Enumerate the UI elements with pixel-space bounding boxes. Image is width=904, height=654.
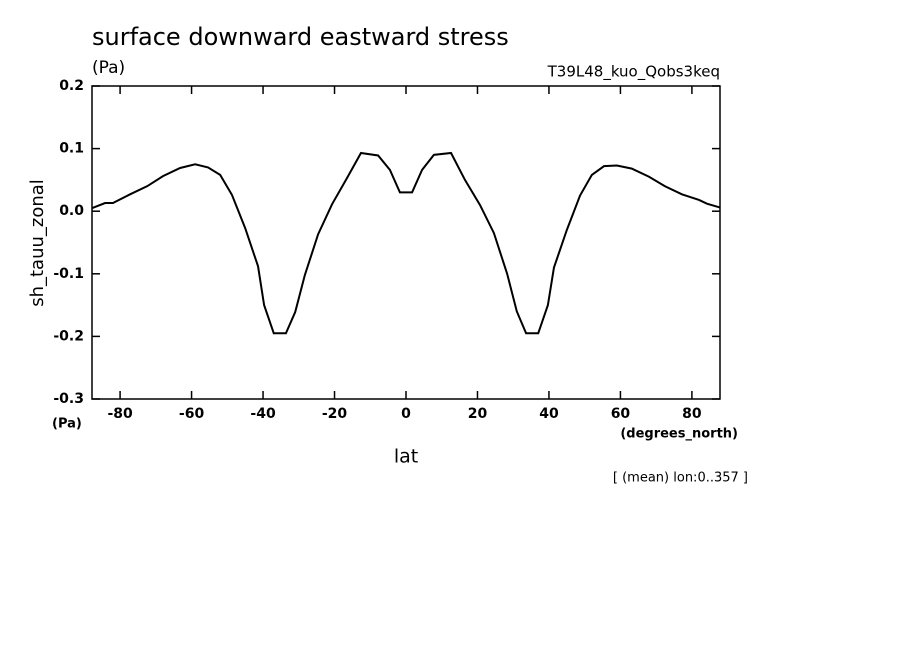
- y-tick-label: -0.2: [53, 328, 84, 344]
- x-tick-label: 20: [468, 406, 488, 422]
- x-tick-label: -60: [179, 406, 205, 422]
- data-line: [91, 151, 721, 335]
- x-tick-label: -40: [250, 406, 276, 422]
- x-axis-label: lat: [394, 446, 418, 468]
- x-tick-label: -80: [107, 406, 133, 422]
- x-tick-label: 60: [611, 406, 631, 422]
- y-axis-label: sh_tauu_zonal: [27, 179, 48, 307]
- units: (Pa): [92, 58, 125, 78]
- y-tick-label: 0.0: [59, 203, 84, 219]
- x-units: (degrees_north): [620, 427, 738, 442]
- experiment: T39L48_kuo_Qobs3keq: [547, 63, 720, 82]
- y-units: (Pa): [52, 417, 82, 432]
- y-tick-label: -0.3: [53, 391, 84, 407]
- chart-title: surface downward eastward stress: [92, 23, 509, 51]
- y-tick-label: 0.2: [59, 78, 84, 94]
- x-tick-label: 0: [401, 406, 411, 422]
- x-tick-label: 40: [539, 406, 559, 422]
- y-tick-label: 0.1: [59, 141, 84, 157]
- plot-frame: [91, 85, 721, 400]
- note: [ (mean) lon:0..357 ]: [613, 471, 748, 486]
- x-tick-label: 80: [682, 406, 702, 422]
- x-tick-label: -20: [322, 406, 348, 422]
- y-tick-label: -0.1: [53, 266, 84, 282]
